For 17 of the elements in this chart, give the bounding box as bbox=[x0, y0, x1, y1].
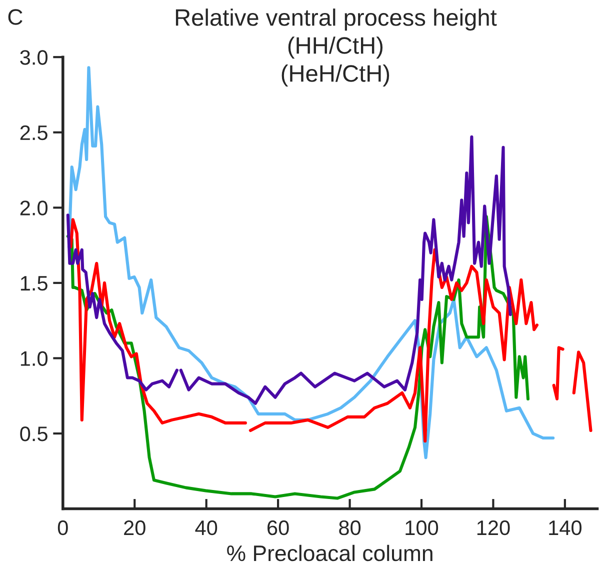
y-tick-label: 3.0 bbox=[20, 50, 48, 65]
text: C bbox=[8, 9, 22, 25]
x-tick-label: 20 bbox=[124, 520, 146, 536]
x-tick-label: 100 bbox=[406, 520, 438, 536]
x-tick-label: 120 bbox=[477, 520, 510, 536]
y-tick-label: 2.0 bbox=[20, 200, 48, 216]
y-tick-label: 1.0 bbox=[20, 351, 48, 366]
y-tick-label: 2.5 bbox=[20, 125, 48, 140]
x-tick-label: 80 bbox=[339, 520, 361, 536]
x-tick-label: 60 bbox=[268, 520, 289, 536]
x-tick-label: 0 bbox=[58, 520, 68, 536]
x-tick-label: 40 bbox=[195, 520, 218, 536]
chart-title: Relative ventral process height (HH/CtH) (HeH/CtH) bbox=[176, 8, 497, 87]
y-tick-label: 0.5 bbox=[20, 426, 48, 442]
y-tick-label: 1.5 bbox=[20, 276, 48, 291]
x-tick-label: 140 bbox=[549, 520, 582, 536]
x-axis-title: % Precloacal column bbox=[227, 544, 432, 562]
